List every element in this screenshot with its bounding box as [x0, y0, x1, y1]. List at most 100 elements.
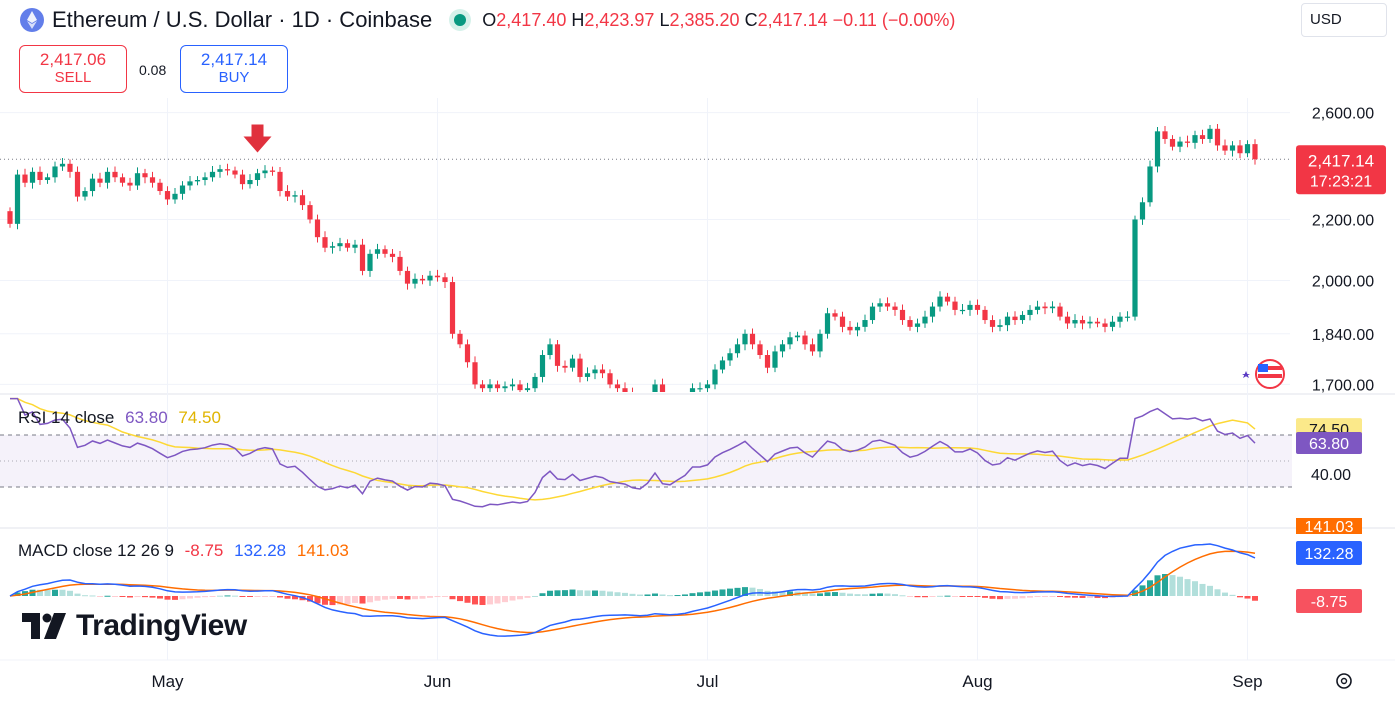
macd-histogram-bar	[1154, 575, 1161, 596]
macd-badge-text: 132.28	[1305, 546, 1354, 563]
macd-histogram-bar	[554, 590, 561, 596]
macd-histogram-bar	[1177, 576, 1183, 596]
price-tick-label: 2,600.00	[1312, 106, 1374, 123]
macd-histogram-bar	[1079, 596, 1086, 598]
candle-body	[937, 296, 943, 307]
macd-histogram-bar	[689, 593, 696, 596]
macd-histogram-bar	[67, 590, 73, 596]
candle-body	[1162, 131, 1168, 139]
candle-body	[532, 376, 538, 389]
macd-histogram-bar	[1034, 596, 1041, 598]
candle-body	[247, 180, 253, 185]
macd-histogram-bar	[254, 596, 261, 597]
candle-body	[44, 177, 51, 181]
candle-body	[37, 171, 43, 181]
candle-body	[1117, 316, 1123, 322]
last-price-badge-countdown: 17:23:21	[1310, 173, 1372, 190]
candle-body	[1169, 138, 1176, 147]
candle-body	[1027, 309, 1033, 315]
macd-histogram-bar	[877, 593, 883, 596]
candle-body	[187, 181, 193, 186]
candle-body	[29, 171, 36, 183]
macd-histogram-bar	[1057, 596, 1063, 597]
sparkle-icon	[1242, 371, 1250, 378]
candle-body	[7, 211, 13, 224]
candle-body	[1012, 316, 1018, 321]
settings-gear-icon	[1336, 673, 1352, 689]
candle-body	[854, 326, 861, 331]
macd-legend[interactable]: MACD close 12 26 9 -8.75 132.28 141.03	[18, 541, 349, 561]
candle-body	[689, 388, 696, 392]
candle-body	[734, 344, 741, 354]
last-price-badge-price: 2,417.14	[1308, 151, 1374, 170]
macd-hist-badge	[1296, 589, 1362, 613]
rsi-legend[interactable]: RSI 14 close 63.80 74.50	[18, 408, 221, 428]
macd-histogram-bar	[1244, 596, 1251, 599]
sell-button[interactable]: 2,417.06 SELL	[19, 45, 127, 93]
currency-selector[interactable]: USD	[1301, 3, 1387, 37]
macd-histogram-bar	[584, 590, 591, 596]
candle-body	[1199, 135, 1206, 139]
macd-histogram-bar	[224, 595, 231, 597]
candle-body	[284, 191, 291, 197]
candles-group	[7, 123, 1258, 392]
macd-histogram-bar	[104, 595, 111, 597]
high-value: 2,423.97	[584, 9, 655, 30]
macd-histogram-bar	[839, 592, 846, 596]
macd-histogram-bar	[1027, 596, 1033, 598]
candle-body	[149, 177, 156, 183]
macd-histogram-bar	[607, 591, 613, 596]
macd-histogram-bar	[292, 596, 298, 600]
candle-body	[719, 360, 726, 370]
candle-body	[404, 270, 411, 284]
rsi-legend-value: 63.80	[125, 408, 168, 427]
candle-body	[1079, 320, 1086, 324]
candle-body	[929, 306, 936, 317]
macd-histogram-bar	[269, 596, 276, 597]
macd-histogram-bar	[749, 587, 756, 596]
buy-button[interactable]: 2,417.14 BUY	[180, 45, 288, 93]
candle-body	[742, 333, 748, 345]
macd-histogram-bar	[1012, 596, 1018, 599]
candle-body	[832, 313, 838, 317]
macd-histogram-bar	[217, 595, 223, 597]
candle-body	[502, 386, 508, 389]
candle-body	[1177, 141, 1183, 147]
macd-histogram-bar	[404, 596, 411, 600]
candle-body	[539, 355, 546, 377]
macd-histogram-bar	[457, 596, 463, 602]
candle-body	[509, 384, 516, 387]
candle-body	[1184, 141, 1191, 143]
candle-body	[337, 243, 343, 247]
macd-histogram-bar	[314, 596, 321, 604]
macd-histogram-bar	[427, 596, 433, 598]
tradingview-logo[interactable]: TradingView	[22, 609, 247, 643]
sell-label: SELL	[54, 69, 92, 86]
macd-histogram-bar	[1229, 594, 1236, 596]
macd-histogram-bar	[742, 587, 748, 596]
macd-histogram-bar	[997, 596, 1003, 600]
macd-histogram-bar	[922, 596, 928, 598]
candle-body	[764, 355, 771, 368]
macd-histogram-bar	[472, 596, 478, 605]
macd-histogram-bar	[772, 591, 778, 596]
candle-body	[1049, 306, 1056, 309]
macd-histogram-bar	[1042, 596, 1048, 597]
sell-price: 2,417.06	[39, 50, 107, 69]
candle-body	[112, 171, 118, 178]
time-tick-label: Sep	[1232, 672, 1262, 691]
symbol-title[interactable]: Ethereum / U.S. Dollar · 1D · Coinbase	[52, 7, 433, 32]
candle-body	[127, 182, 133, 186]
macd-histogram-bar	[1222, 592, 1228, 596]
candle-body	[419, 278, 426, 281]
rsi-badge-text: 63.80	[1309, 436, 1349, 453]
candle-body	[712, 369, 718, 385]
candle-body	[974, 304, 981, 310]
candle-body	[389, 253, 396, 257]
candle-body	[442, 277, 448, 283]
candle-body	[989, 320, 996, 327]
candle-body	[74, 171, 81, 197]
tradingview-brand: TradingView	[76, 609, 247, 642]
